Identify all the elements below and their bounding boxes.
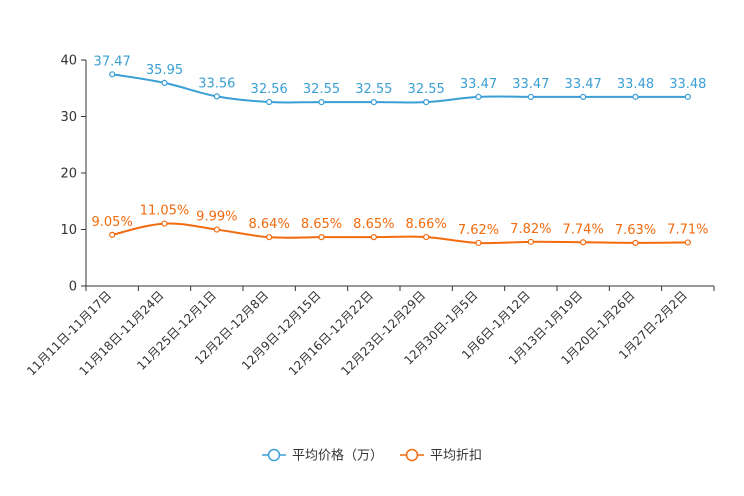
- data-label: 32.55: [303, 82, 340, 97]
- data-label: 32.55: [408, 82, 445, 97]
- series-line-2: [111, 222, 688, 245]
- data-point: [423, 98, 430, 106]
- data-point: [632, 239, 639, 246]
- data-point: [266, 234, 273, 241]
- data-label: 7.63%: [615, 223, 656, 238]
- data-label: 32.56: [251, 82, 288, 97]
- legend[interactable]: 平均价格（万） 平均折扣: [262, 448, 482, 464]
- data-label: 7.71%: [667, 222, 708, 237]
- series-lines: [109, 71, 691, 247]
- data-label: 8.66%: [406, 217, 447, 232]
- data-point: [527, 93, 534, 100]
- legend-label: 平均价格（万）: [292, 448, 383, 464]
- legend-marker-icon: [267, 448, 281, 462]
- data-label: 35.95: [146, 63, 183, 78]
- y-tick-label: 40: [60, 54, 77, 69]
- data-point: [684, 239, 691, 246]
- data-label: 7.82%: [510, 222, 551, 237]
- data-point: [475, 93, 482, 100]
- data-label: 37.47: [94, 54, 131, 69]
- data-point: [370, 234, 377, 241]
- data-label: 33.47: [460, 77, 497, 92]
- data-point: [213, 93, 220, 100]
- legend-item-1[interactable]: 平均价格（万）: [262, 448, 383, 464]
- data-point: [109, 71, 116, 78]
- data-point: [423, 233, 430, 241]
- y-tick-label: 0: [69, 280, 77, 295]
- data-point: [318, 98, 325, 106]
- data-label: 8.65%: [353, 217, 394, 232]
- data-label: 33.48: [669, 77, 706, 92]
- x-tick-label: 11月11日-11月17日: [24, 288, 114, 378]
- data-label: 33.47: [565, 77, 602, 92]
- y-tick-label: 20: [60, 167, 77, 182]
- data-label: 11.05%: [140, 204, 190, 219]
- data-label: 7.74%: [563, 222, 604, 237]
- data-label: 32.55: [355, 82, 392, 97]
- data-point: [475, 239, 482, 247]
- data-point: [580, 239, 587, 246]
- series-line-1: [112, 73, 688, 104]
- data-point: [109, 231, 116, 238]
- y-tick-label: 30: [60, 110, 77, 125]
- data-point: [266, 98, 273, 106]
- legend-marker-icon: [405, 448, 419, 462]
- data-point: [370, 98, 377, 106]
- data-point: [161, 79, 168, 86]
- data-labels: 37.47 35.95 33.56 32.56 32.55 32.55 32.55 33.47…: [92, 54, 709, 238]
- data-point: [632, 93, 639, 100]
- data-point: [527, 238, 534, 245]
- data-point: [161, 220, 168, 227]
- data-label: 33.56: [198, 76, 235, 91]
- data-point: [684, 93, 691, 100]
- data-label: 9.99%: [196, 210, 237, 225]
- data-point: [580, 93, 587, 100]
- legend-label: 平均折扣: [430, 449, 482, 464]
- y-tick-label: 10: [60, 223, 77, 238]
- data-point: [213, 226, 220, 233]
- legend-item-2[interactable]: 平均折扣: [400, 449, 482, 464]
- data-label: 33.48: [617, 77, 654, 92]
- data-label: 33.47: [512, 77, 549, 92]
- data-label: 8.65%: [301, 217, 342, 232]
- data-label: 9.05%: [92, 215, 133, 230]
- data-point: [318, 234, 325, 241]
- data-label: 7.62%: [458, 223, 499, 238]
- data-label: 8.64%: [249, 217, 290, 232]
